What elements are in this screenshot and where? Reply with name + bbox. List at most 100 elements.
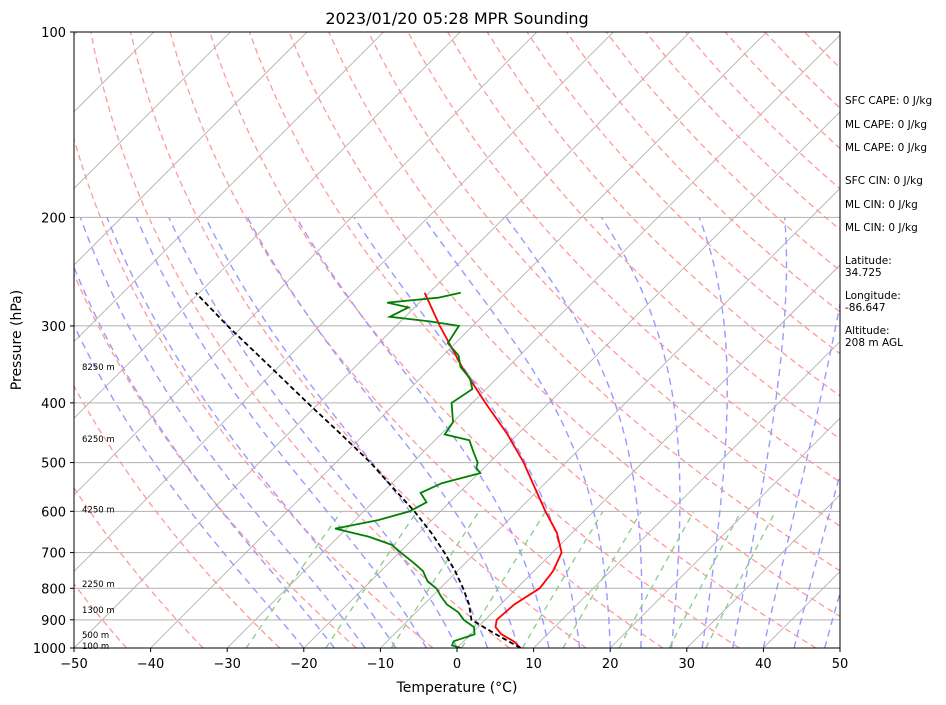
isotherm-line <box>533 341 840 648</box>
sfc-cin-text: SFC CIN: 0 J/kg <box>845 175 923 187</box>
isotherm-line <box>74 32 461 419</box>
altitude-label: Altitude: <box>845 325 890 337</box>
plot-frame <box>73 31 841 649</box>
x-tick-label: −20 <box>290 657 317 672</box>
data-lines <box>195 291 563 648</box>
mixing-ratio-line <box>618 510 695 648</box>
y-tick-label: 1000 <box>33 642 66 657</box>
dry-adiabat-line <box>169 32 664 648</box>
isotherm-line <box>380 187 840 648</box>
x-axis-title: Temperature (°C) <box>396 680 518 696</box>
mixing-ratio-line <box>461 510 547 648</box>
isotherm-line <box>74 32 691 648</box>
altitude-value: 208 m AGL <box>845 337 903 349</box>
latitude-value: 34.725 <box>845 267 882 279</box>
dry-adiabat-line <box>90 32 510 648</box>
mixing-ratio-line <box>521 510 604 648</box>
dry-adiabat-line <box>367 32 840 527</box>
x-tick-label: −50 <box>60 657 87 672</box>
y-tick-label: 400 <box>41 397 66 412</box>
dry-adiabat-line <box>566 32 840 313</box>
dry-adiabat-line <box>74 136 434 648</box>
dry-adiabat-line <box>248 32 817 648</box>
moist-adiabat-line <box>246 217 519 648</box>
isotherm-line <box>74 32 538 496</box>
ml-cin-text: ML CIN: 0 J/kg <box>845 199 918 211</box>
ml-cape-text: ML CAPE: 0 J/kg <box>845 119 927 131</box>
x-tick-label: 10 <box>525 657 542 672</box>
isotherm-line <box>74 32 614 572</box>
parcel-path <box>195 292 522 648</box>
height-label: 6250 m <box>82 435 115 445</box>
dry-adiabat-line <box>74 486 204 648</box>
x-tick-label: 20 <box>602 657 619 672</box>
mixing-ratio-line <box>668 510 742 648</box>
longitude-value: -86.647 <box>845 302 886 314</box>
indices-panel: SFC CAPE: 0 J/kg ML CAPE: 0 J/kg ML CAPE… <box>845 95 932 349</box>
moist-adiabat-line <box>824 590 840 648</box>
isotherm-line <box>74 32 231 189</box>
height-label: 8250 m <box>82 363 115 373</box>
x-tick-label: 0 <box>453 657 461 672</box>
y-axis-title: Pressure (hPa) <box>9 290 25 390</box>
moist-adiabat-line <box>353 217 581 648</box>
isotherm-line <box>609 417 840 648</box>
height-label: 500 m <box>82 631 109 641</box>
y-tick-label: 500 <box>41 457 66 472</box>
moist-adiabat-line <box>793 472 840 648</box>
chart-title: 2023/01/20 05:28 MPR Sounding <box>325 9 588 28</box>
isotherm-line <box>686 494 840 648</box>
x-tick-label: 40 <box>755 657 772 672</box>
axes: −50 −40 −30 −20 −10 0 10 20 30 40 50 100 200 300 400 50… <box>33 26 848 672</box>
dry-adiabat-line <box>209 32 740 648</box>
isotherm-line <box>226 34 840 648</box>
sfc-cape-text: SFC CAPE: 0 J/kg <box>845 95 932 107</box>
mixing-ratio-line <box>390 510 480 648</box>
y-tick-label: 600 <box>41 505 66 520</box>
x-tick-label: −30 <box>213 657 240 672</box>
longitude-label: Longitude: <box>845 290 901 302</box>
dry-adiabat-line <box>328 32 840 572</box>
y-tick-label: 300 <box>41 320 66 335</box>
moist-adiabat-line <box>168 217 458 648</box>
moist-adiabat-line <box>732 217 788 648</box>
temperature-profile <box>423 292 563 648</box>
height-label: 2250 m <box>82 580 115 590</box>
dry-adiabat-line <box>74 384 281 648</box>
dry-adiabat-line <box>526 32 840 355</box>
latitude-label: Latitude: <box>845 255 892 267</box>
height-label: 1300 m <box>82 606 115 616</box>
moist-adiabat-line <box>505 216 643 648</box>
isotherm-line <box>74 32 308 266</box>
moist-adiabat-line <box>79 217 366 648</box>
dry-adiabat-line <box>407 32 840 483</box>
isotherm-line <box>74 32 384 343</box>
x-tick-label: −40 <box>137 657 164 672</box>
isotherm-line <box>0 32 1 648</box>
y-tick-label: 900 <box>41 614 66 629</box>
moist-adiabat-line <box>74 323 305 648</box>
mixing-ratio-line <box>325 510 418 648</box>
x-tick-label: −10 <box>367 657 394 672</box>
background-lines <box>0 32 840 648</box>
dry-adiabat-line <box>447 32 840 440</box>
x-tick-label: 50 <box>832 657 849 672</box>
y-tick-label: 700 <box>41 547 66 562</box>
mixing-ratio-line <box>562 510 642 648</box>
isotherm-line <box>150 32 767 648</box>
dewpoint-profile <box>334 291 482 648</box>
mixing-ratio-line <box>705 510 777 648</box>
isotherm-line <box>303 111 840 648</box>
ml-cape-text-2: ML CAPE: 0 J/kg <box>845 142 927 154</box>
moist-adiabat-line <box>106 217 397 648</box>
y-tick-label: 200 <box>41 211 66 226</box>
ml-cin-text-2: ML CIN: 0 J/kg <box>845 222 918 234</box>
dry-adiabat-line <box>288 32 840 618</box>
moist-adiabat-line <box>295 217 550 648</box>
height-label: 100 m <box>82 642 109 652</box>
moist-adiabat-line <box>135 217 427 648</box>
dry-adiabat-line <box>486 32 840 397</box>
dry-adiabat-line <box>129 32 587 648</box>
